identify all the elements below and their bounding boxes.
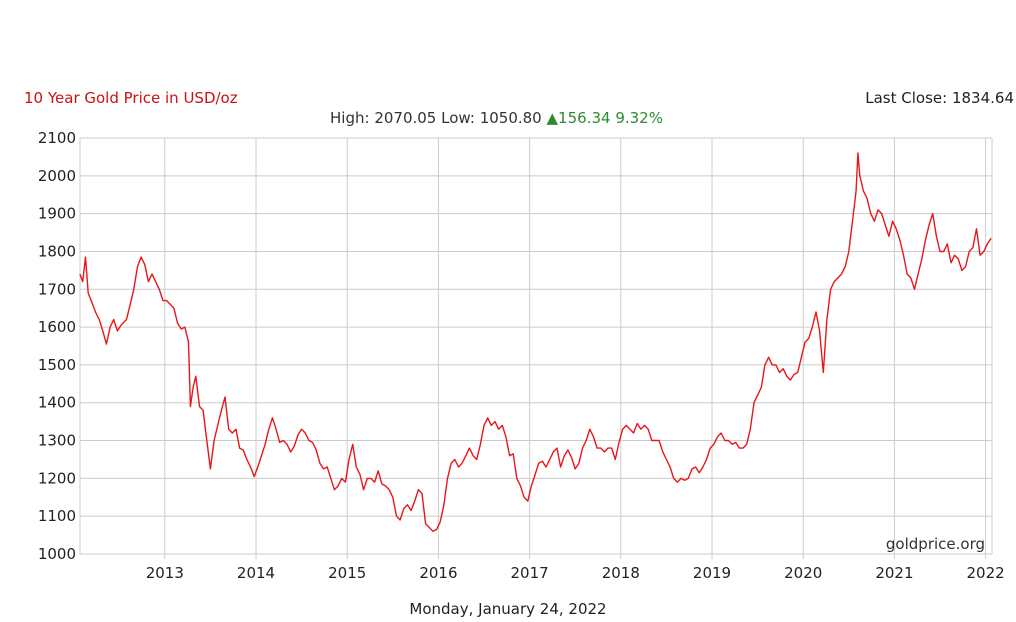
y-tick-label: 1600 <box>38 318 76 336</box>
x-tick-label: 2018 <box>602 564 640 582</box>
y-tick-label: 1100 <box>38 507 76 525</box>
high-label: High: <box>330 109 370 127</box>
x-tick-label: 2014 <box>237 564 275 582</box>
y-tick-label: 1300 <box>38 432 76 450</box>
high-value: 2070.05 <box>374 109 437 127</box>
low-label: Low: <box>441 109 475 127</box>
y-tick-label: 1900 <box>38 205 76 223</box>
y-tick-label: 1500 <box>38 356 76 374</box>
x-tick-label: 2022 <box>967 564 1005 582</box>
price-series-line <box>79 152 992 532</box>
last-close-value: 1834.64 <box>951 89 1014 107</box>
series-lines <box>79 152 992 532</box>
last-close: Last Close: 1834.64 <box>865 89 1014 107</box>
change-value: 156.34 <box>558 109 611 127</box>
x-tick-label: 2020 <box>784 564 822 582</box>
y-tick-label: 2000 <box>38 167 76 185</box>
y-tick-label: 1800 <box>38 242 76 260</box>
x-tick-label: 2013 <box>146 564 184 582</box>
y-axis-ticks: 1000 1100 1200 1300 1400 1500 1600 1700 1800 1900… <box>38 129 76 563</box>
x-tick-label: 2017 <box>511 564 549 582</box>
low-value: 1050.80 <box>479 109 542 127</box>
y-tick-label: 1700 <box>38 280 76 298</box>
grid-lines <box>79 137 993 559</box>
date-caption: Monday, January 24, 2022 <box>409 600 607 618</box>
x-tick-label: 2016 <box>419 564 457 582</box>
price-stats: High: 2070.05 Low: 1050.80 ▲156.34 9.32% <box>330 109 663 127</box>
x-tick-label: 2015 <box>328 564 366 582</box>
x-tick-label: 2021 <box>875 564 913 582</box>
y-tick-label: 1400 <box>38 394 76 412</box>
y-tick-label: 1000 <box>38 545 76 563</box>
y-tick-label: 1200 <box>38 469 76 487</box>
y-tick-label: 2100 <box>38 129 76 147</box>
x-axis-ticks: 2013 2014 2015 2016 2017 2018 2019 2020 2021 2022 <box>146 564 1005 582</box>
change-percent: 9.32% <box>615 109 663 127</box>
last-close-label: Last Close: <box>865 89 948 107</box>
x-tick-label: 2019 <box>693 564 731 582</box>
change-up-arrow-icon: ▲ <box>546 109 559 127</box>
chart-title: 10 Year Gold Price in USD/oz <box>24 89 238 107</box>
source-watermark: goldprice.org <box>886 535 985 553</box>
